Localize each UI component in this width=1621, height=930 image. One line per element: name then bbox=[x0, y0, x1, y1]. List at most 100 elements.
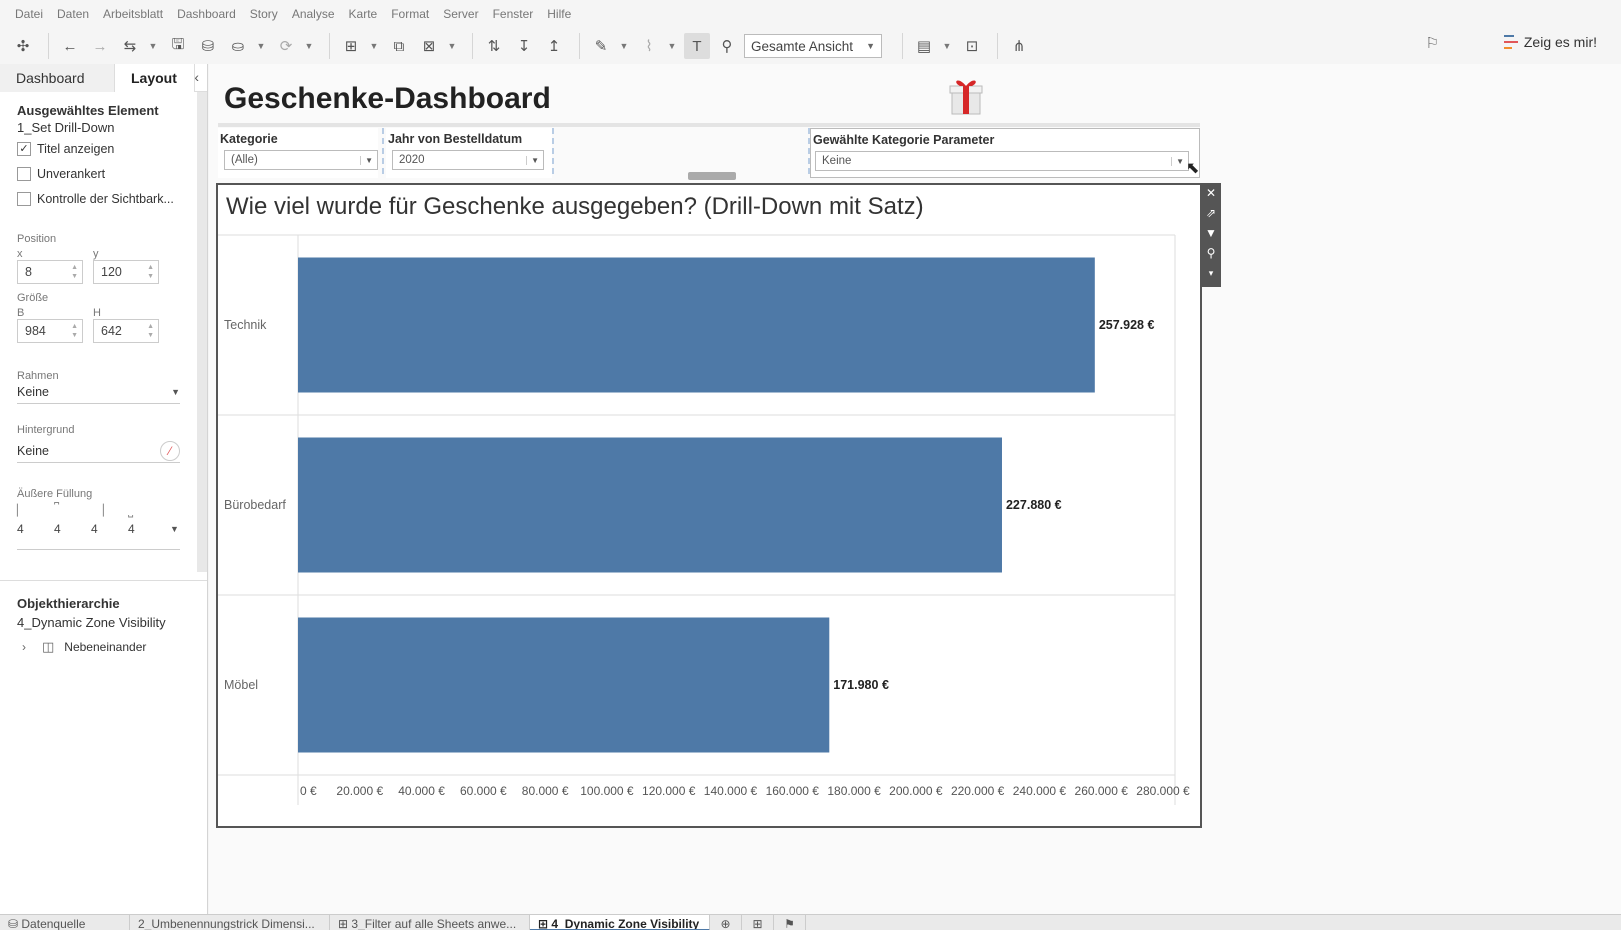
menu-format[interactable]: Format bbox=[391, 7, 430, 21]
filter-jahr-select[interactable]: 2020 ▼ bbox=[392, 150, 544, 170]
tab-sheet-4[interactable]: ⊞ 4_Dynamic Zone Visibility bbox=[530, 915, 710, 930]
spinner-icon[interactable]: ▲ ▼ bbox=[147, 264, 154, 280]
more-options-icon[interactable]: ▾ bbox=[1208, 267, 1214, 278]
width-field[interactable]: 984 ▲ ▼ bbox=[17, 319, 83, 343]
menu-dashboard[interactable]: Dashboard bbox=[177, 7, 236, 21]
show-mark-labels-icon[interactable]: T bbox=[684, 33, 710, 59]
clear-sheet-dropdown-icon[interactable]: ▼ bbox=[447, 41, 457, 51]
padding-bottom-value[interactable]: 4 bbox=[128, 522, 135, 536]
datasource-dropdown-icon[interactable]: ▼ bbox=[256, 41, 266, 51]
sort-descending-icon[interactable]: ↥ bbox=[547, 38, 561, 55]
highlight-dropdown-icon[interactable]: ▼ bbox=[619, 41, 629, 51]
padding-top-icon[interactable]: ⎴ bbox=[54, 502, 60, 517]
clear-sheet-icon[interactable]: ⊠ bbox=[422, 38, 436, 55]
new-sheet-icon[interactable]: ⊞ bbox=[344, 38, 358, 55]
size-label: Größe bbox=[17, 292, 49, 304]
presentation-mode-icon[interactable]: ⊡ bbox=[965, 38, 979, 55]
tab-datasource[interactable]: ⛁ Datenquelle bbox=[0, 915, 130, 930]
chevron-down-icon: ▼ bbox=[526, 155, 539, 165]
x-tick-label: 200.000 € bbox=[889, 784, 943, 798]
refresh-dropdown-icon[interactable]: ▼ bbox=[304, 41, 314, 51]
chevron-right-icon[interactable]: › bbox=[22, 640, 26, 654]
move-handle[interactable] bbox=[688, 172, 736, 180]
hierarchy-root[interactable]: 4_Dynamic Zone Visibility bbox=[17, 615, 166, 630]
visibility-control-checkbox[interactable]: Kontrolle der Sichtbark... bbox=[17, 192, 174, 206]
tab-sheet-2[interactable]: 2_Umbenennungstrick Dimensi... bbox=[130, 915, 330, 930]
share-icon[interactable]: ⋔ bbox=[1012, 38, 1026, 55]
new-dashboard-icon[interactable]: ⊞ bbox=[742, 915, 774, 930]
menu-story[interactable]: Story bbox=[249, 7, 278, 21]
menu-fenster[interactable]: Fenster bbox=[492, 7, 534, 21]
filter-icon[interactable]: ▼ bbox=[1205, 226, 1217, 240]
new-datasource-icon[interactable]: ⛁ bbox=[201, 38, 215, 55]
undo-icon[interactable]: ← bbox=[62, 37, 78, 55]
show-title-checkbox[interactable]: ✓ Titel anzeigen bbox=[17, 142, 114, 156]
sort-ascending-icon[interactable]: ↧ bbox=[517, 38, 531, 55]
spinner-icon[interactable]: ▲ ▼ bbox=[71, 323, 78, 339]
padding-top-value[interactable]: 4 bbox=[54, 522, 61, 536]
show-me-button[interactable]: Zeig es mir! bbox=[1503, 34, 1597, 50]
redo-icon[interactable]: → bbox=[92, 37, 108, 55]
new-sheet-dropdown-icon[interactable]: ▼ bbox=[369, 41, 379, 51]
duplicate-sheet-icon[interactable]: ⧉ bbox=[393, 37, 405, 55]
menu-server[interactable]: Server bbox=[443, 7, 479, 21]
x-position-field[interactable]: 8 ▲ ▼ bbox=[17, 260, 83, 284]
tab-dashboard[interactable]: Dashboard bbox=[0, 64, 115, 92]
padding-left-icon[interactable]: ⎸ bbox=[17, 502, 31, 517]
spinner-icon[interactable]: ▲ ▼ bbox=[147, 323, 154, 339]
left-pane-scrollbar[interactable] bbox=[197, 92, 207, 572]
bar-möbel[interactable] bbox=[298, 617, 830, 753]
padding-left-value[interactable]: 4 bbox=[17, 522, 24, 536]
refresh-icon[interactable]: ⟳ bbox=[279, 38, 293, 55]
save-icon[interactable]: 🖫 bbox=[171, 35, 185, 53]
collapse-pane-icon[interactable]: ‹ bbox=[194, 69, 199, 85]
border-dropdown[interactable]: Keine ▼ bbox=[17, 380, 180, 404]
menu-daten[interactable]: Daten bbox=[57, 7, 90, 21]
swap-rows-columns-icon[interactable]: ⇅ bbox=[487, 38, 501, 55]
new-worksheet-icon[interactable]: ⊕ bbox=[710, 915, 742, 930]
replay-icon[interactable]: ⇆ bbox=[123, 38, 137, 55]
pause-updates-icon[interactable]: ⛀ bbox=[231, 38, 245, 55]
position-label: Position bbox=[17, 233, 57, 245]
x-position-value: 8 bbox=[25, 265, 32, 279]
group-members-icon[interactable]: ⌇ bbox=[645, 38, 653, 55]
spinner-icon[interactable]: ▲ ▼ bbox=[71, 264, 78, 280]
padding-bottom-icon[interactable]: ⎵ bbox=[128, 502, 134, 517]
highlight-icon[interactable]: ✎ bbox=[594, 38, 608, 55]
parameter-select[interactable]: Keine ▼ bbox=[815, 151, 1189, 171]
sheet-set-drill-down[interactable]: Wie viel wurde für Geschenke ausgegeben?… bbox=[216, 183, 1202, 828]
fix-axes-icon[interactable]: ⚲ bbox=[721, 38, 733, 55]
menu-analyse[interactable]: Analyse bbox=[291, 7, 335, 21]
show-cards-icon[interactable]: ▤ bbox=[916, 38, 932, 55]
new-story-icon[interactable]: ⚑ bbox=[774, 915, 806, 930]
labels-dropdown-icon[interactable]: ▼ bbox=[667, 41, 677, 51]
replay-dropdown-icon[interactable]: ▼ bbox=[148, 41, 158, 51]
y-label: y bbox=[93, 248, 99, 260]
object-hierarchy-heading: Objekthierarchie bbox=[17, 596, 120, 611]
tableau-logo-icon[interactable]: ✣ bbox=[16, 38, 30, 55]
filter-kategorie-select[interactable]: (Alle) ▼ bbox=[224, 150, 378, 170]
background-dropdown[interactable]: Keine ⁄ bbox=[17, 439, 180, 463]
floating-checkbox[interactable]: Unverankert bbox=[17, 167, 105, 181]
menu-datei[interactable]: Datei bbox=[15, 7, 44, 21]
pin-icon[interactable]: ⚲ bbox=[1206, 246, 1216, 260]
menu-karte[interactable]: Karte bbox=[348, 7, 378, 21]
height-field[interactable]: 642 ▲ ▼ bbox=[93, 319, 159, 343]
tab-layout[interactable]: Layout bbox=[115, 64, 195, 92]
bar-bürobedarf[interactable] bbox=[298, 437, 1002, 573]
menu-arbeitsblatt[interactable]: Arbeitsblatt bbox=[103, 7, 164, 21]
padding-right-icon[interactable]: ⎹ bbox=[91, 502, 105, 517]
fit-select[interactable]: Gesamte Ansicht ▼ bbox=[744, 34, 882, 58]
menu-hilfe[interactable]: Hilfe bbox=[547, 7, 572, 21]
bar-technik[interactable] bbox=[298, 257, 1095, 393]
signpost-icon[interactable]: ⚐ bbox=[1425, 35, 1439, 52]
hierarchy-item-label: Nebeneinander bbox=[64, 640, 147, 654]
tab-sheet-3[interactable]: ⊞ 3_Filter auf alle Sheets anwe... bbox=[330, 915, 530, 930]
go-to-sheet-icon[interactable]: ⇗ bbox=[1205, 206, 1217, 220]
show-cards-dropdown-icon[interactable]: ▼ bbox=[942, 41, 952, 51]
close-icon[interactable]: ✕ bbox=[1205, 186, 1217, 200]
y-position-field[interactable]: 120 ▲ ▼ bbox=[93, 260, 159, 284]
chevron-down-icon[interactable]: ▼ bbox=[170, 524, 179, 534]
hierarchy-item-horizontal[interactable]: › ◫ Nebeneinander bbox=[22, 639, 146, 655]
padding-right-value[interactable]: 4 bbox=[91, 522, 98, 536]
